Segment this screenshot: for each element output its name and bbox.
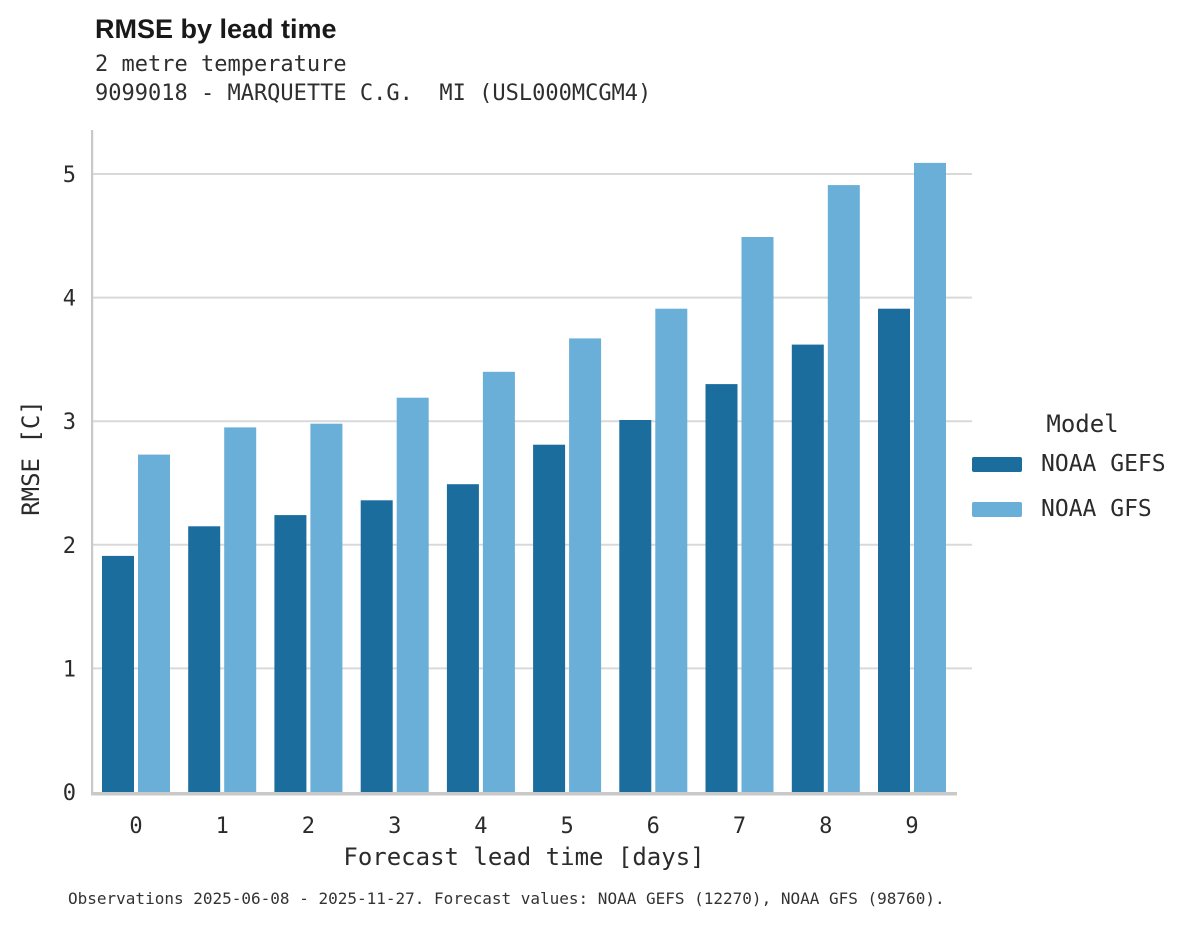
x-tick-label-2: 2 [302, 814, 315, 839]
bar-noaa-gefs-day-4 [446, 484, 479, 792]
x-tick-label-6: 6 [647, 814, 660, 839]
y-axis-spine [91, 130, 94, 796]
bar-noaa-gefs-day-2 [274, 515, 307, 792]
legend: Model NOAA GEFS NOAA GFS [972, 410, 1193, 541]
bar-noaa-gfs-day-4 [482, 371, 515, 792]
bar-noaa-gfs-day-0 [138, 454, 170, 792]
x-axis-title: Forecast lead time [days] [343, 843, 705, 871]
x-tick-label-7: 7 [733, 814, 746, 839]
bar-noaa-gfs-day-8 [827, 185, 860, 793]
bar-noaa-gefs-day-3 [360, 500, 393, 792]
bar-noaa-gfs-day-7 [741, 237, 774, 792]
chart-subtitle-variable: 2 metre temperature [95, 52, 347, 77]
bar-noaa-gefs-day-1 [188, 526, 221, 792]
legend-label-noaa-gefs: NOAA GEFS [1041, 451, 1166, 477]
bar-noaa-gefs-day-8 [791, 344, 824, 792]
x-tick-label-1: 1 [216, 814, 229, 839]
y-tick-label-1: 1 [63, 657, 76, 682]
y-tick-label-2: 2 [63, 534, 76, 559]
bar-noaa-gfs-day-2 [310, 423, 343, 792]
chart-title: RMSE by lead time [95, 14, 337, 44]
y-tick-label-3: 3 [63, 410, 76, 435]
x-axis-spine [91, 792, 957, 796]
y-axis-title: RMSE [C] [17, 400, 45, 516]
x-tick-label-4: 4 [474, 814, 487, 839]
footnote: Observations 2025-06-08 - 2025-11-27. Fo… [68, 889, 945, 908]
bar-noaa-gefs-day-0 [102, 555, 134, 792]
chart-subtitle-station: 9099018 - MARQUETTE C.G. MI (USL000MCGM4… [95, 81, 652, 106]
x-tick-label-9: 9 [905, 814, 918, 839]
bar-noaa-gfs-day-6 [655, 308, 688, 792]
bar-noaa-gfs-day-1 [224, 427, 257, 792]
legend-swatch-noaa-gefs [972, 456, 1022, 472]
x-tick-label-5: 5 [560, 814, 573, 839]
x-tick-label-3: 3 [388, 814, 401, 839]
legend-title: Model [1046, 410, 1119, 438]
bar-noaa-gefs-day-6 [619, 420, 652, 792]
bar-noaa-gfs-day-9 [914, 162, 946, 792]
y-tick-label-0: 0 [63, 781, 76, 806]
x-tick-label-8: 8 [819, 814, 832, 839]
y-tick-label-4: 4 [63, 287, 76, 312]
x-tick-label-0: 0 [129, 814, 142, 839]
bar-noaa-gfs-day-3 [396, 397, 429, 792]
bar-noaa-gfs-day-5 [569, 338, 602, 792]
legend-entry-noaa-gfs: NOAA GFS [972, 496, 1193, 522]
legend-swatch-noaa-gfs [972, 501, 1022, 517]
bar-noaa-gefs-day-9 [878, 308, 910, 792]
legend-entry-noaa-gefs: NOAA GEFS [972, 451, 1193, 477]
y-tick-label-5: 5 [63, 163, 76, 188]
legend-label-noaa-gfs: NOAA GFS [1041, 496, 1152, 522]
bar-noaa-gefs-day-7 [705, 384, 738, 792]
bar-noaa-gefs-day-5 [533, 444, 566, 792]
